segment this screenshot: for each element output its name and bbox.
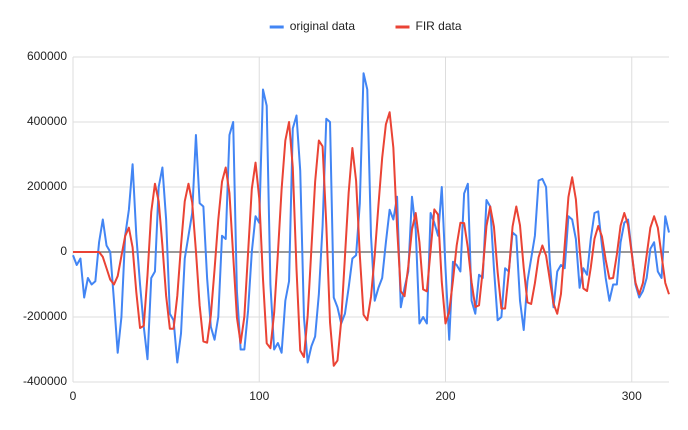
x-tick-label: 0	[70, 389, 77, 403]
y-tick-label: 600000	[27, 49, 67, 63]
series-line	[73, 111, 670, 367]
legend-label: FIR data	[416, 19, 462, 33]
x-tick-label: 200	[435, 389, 455, 403]
series-line	[72, 72, 670, 364]
plot-area	[72, 72, 670, 367]
y-tick-label: 0	[60, 244, 67, 258]
y-tick-label: 200000	[27, 179, 67, 193]
x-tick-label: 300	[622, 389, 642, 403]
grid: -400000 -200000 0 200000 400000 600000 0 100 200…	[23, 49, 669, 403]
y-tick-label: -400000	[23, 374, 67, 388]
x-tick-label: 100	[249, 389, 269, 403]
y-tick-label: -200000	[23, 309, 67, 323]
legend-label: original data	[290, 19, 356, 33]
y-tick-label: 400000	[27, 114, 67, 128]
legend: original data FIR data	[269, 19, 462, 33]
